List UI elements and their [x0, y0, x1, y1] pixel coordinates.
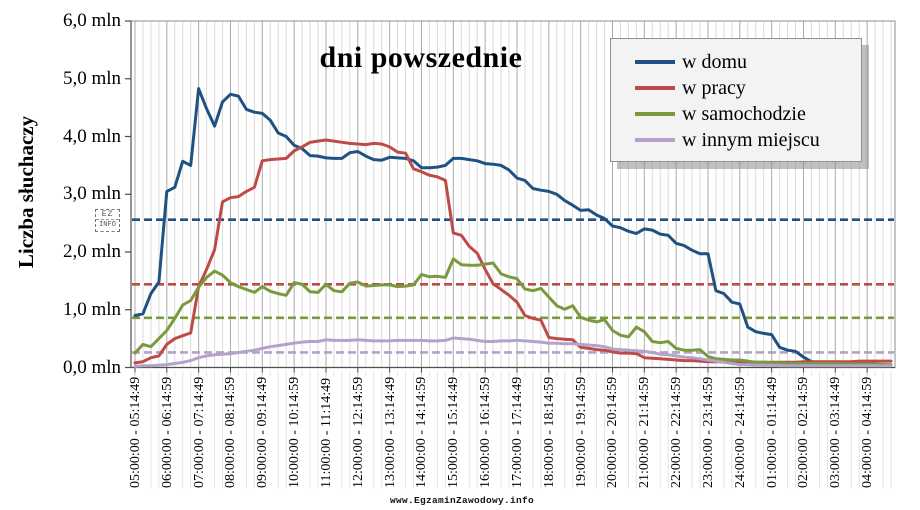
y-axis-tick-label: 3,0 mln: [62, 183, 121, 205]
x-axis-label: 13:00:00 - 13:14:49: [382, 375, 399, 489]
x-axis-label: 17:00:00 - 17:14:49: [509, 375, 526, 489]
legend-line-sample-w-pracy: [635, 86, 675, 90]
y-axis-tick-label: 4,0 mln: [62, 125, 121, 147]
y-axis-tick-label: 5,0 mln: [62, 67, 121, 89]
x-axis-label: 11:00:00 - 11:14:49: [318, 376, 335, 489]
x-axis-label: 19:00:00 - 19:14:59: [573, 375, 590, 489]
website-watermark: www.EgzaminZawodowy.info: [390, 495, 535, 506]
x-axis-label: 01:00:00 - 01:14:49: [764, 375, 781, 489]
x-axis-label: 02:00:00 - 02:14:59: [796, 375, 813, 489]
x-axis-label: 24:00:00 - 24:14:59: [732, 375, 749, 489]
series-line-w-domu: [133, 87, 893, 367]
legend-label: w innym miejscu: [682, 129, 820, 151]
series-line-w-samochodzie: [133, 257, 893, 367]
chart-title: dni powszednie: [319, 41, 523, 74]
x-axis-label: 16:00:00 - 16:14:59: [478, 375, 495, 489]
x-axis-label: 15:00:00 - 15:14:49: [446, 375, 463, 489]
x-axis-label: 05:00:00 - 05:14:49: [127, 375, 144, 489]
legend-line-sample-w-innym-miejscu: [635, 138, 675, 142]
legend-line-sample-w-samochodzie: [635, 112, 675, 116]
y-axis-tick-label: 6,0 mln: [62, 10, 121, 31]
x-axis-label: 10:00:00 - 10:14:59: [287, 375, 304, 489]
ez-info-logo-top-text: EZ: [96, 210, 119, 220]
x-axis-label: 18:00:00 - 18:14:59: [541, 375, 558, 489]
series-line-w-innym-miejscu: [133, 336, 893, 368]
legend-box: w domu w pracy w samochodzie w innym mie…: [610, 38, 862, 162]
legend-label: w pracy: [682, 77, 746, 99]
legend-item-w-samochodzie: w samochodzie: [635, 101, 861, 127]
y-axis-tick-label: 2,0 mln: [62, 241, 121, 262]
legend-label: w samochodzie: [682, 103, 806, 125]
x-axis-label: 09:00:00 - 09:14:49: [255, 375, 272, 489]
x-axis-label: 21:00:00 - 21:14:59: [637, 375, 654, 489]
x-axis-label: 20:00:00 - 20:14:59: [605, 375, 622, 489]
x-axis-label: 03:00:00 - 03:14:49: [828, 375, 845, 489]
legend-label: w domu: [682, 51, 747, 73]
x-axis-label: 23:00:00 - 23:14:59: [700, 375, 717, 489]
x-axis-label: 22:00:00 - 22:14:59: [669, 375, 686, 489]
x-axis-label: 12:00:00 - 12:14:59: [350, 375, 367, 489]
legend-item-w-pracy: w pracy: [635, 75, 861, 101]
legend-item-w-innym-miejscu: w innym miejscu: [635, 127, 861, 153]
ez-info-logo-bottom-text: INFO: [99, 221, 116, 229]
x-axis-label: 14:00:00 - 14:14:59: [414, 375, 431, 489]
legend-line-sample-w-domu: [635, 60, 675, 64]
x-axis-label: 08:00:00 - 08:14:59: [223, 375, 240, 489]
y-axis-tick-label: 0,0 mln: [62, 356, 121, 378]
x-axis-label: 04:00:00 - 04:14:59: [860, 375, 877, 489]
x-axis-label: 06:00:00 - 06:14:59: [159, 375, 176, 489]
x-axis-label: 07:00:00 - 07:14:49: [191, 375, 208, 489]
ez-info-logo-watermark: EZ INFO: [95, 209, 120, 232]
y-axis-tick-label: 1,0 mln: [62, 298, 121, 320]
legend-item-w-domu: w domu: [635, 49, 861, 75]
y-axis-title: Liczba słuchaczy: [14, 115, 38, 269]
